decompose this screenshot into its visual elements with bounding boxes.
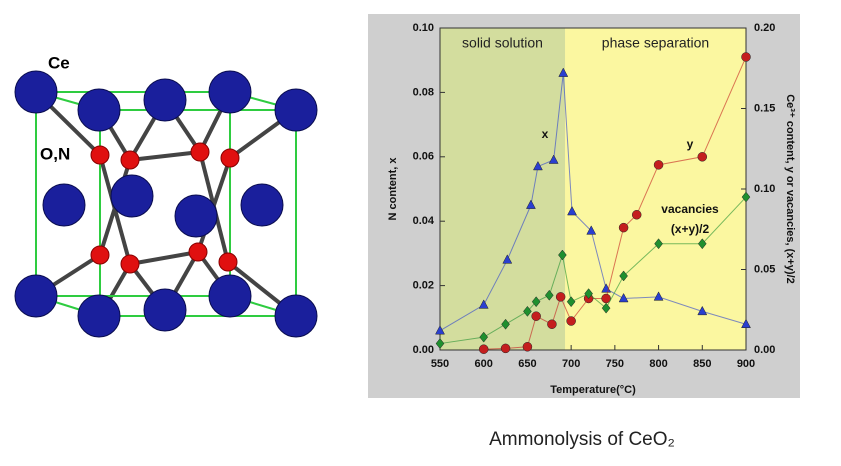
x-tick-label: 650 [518,358,536,370]
data-point [558,249,567,261]
data-point [435,325,445,335]
y2-axis-label: Ce³⁺ content, y or vacancies, (x+y)/2 [784,94,796,284]
data-point [533,160,543,171]
data-point [654,238,663,250]
data-point [601,302,611,314]
data-point [566,296,576,308]
y-tick-label: 0.00 [413,344,434,356]
data-point [523,305,532,317]
y-tick-label: 0.06 [413,151,434,163]
anions [90,142,240,274]
annotation: (x+y)/2 [671,222,710,236]
series-line [439,196,747,345]
data-point [500,343,511,354]
data-point [741,191,751,203]
data-point [741,318,751,328]
y-tick-label: 0.02 [413,280,434,292]
y2-tick-label: 0.20 [754,22,775,34]
data-point [435,338,445,349]
data-point [566,316,576,326]
structure-label: Ce [48,53,70,72]
data-point [697,152,708,162]
data-point [618,222,629,233]
y2-tick-label: 0.05 [754,263,775,275]
data-point [531,296,541,308]
data-point [567,206,577,216]
y2-tick-label: 0.10 [754,183,775,195]
y2-tick-label: 0.15 [754,102,775,114]
data-point [653,160,664,170]
series-line [483,56,747,350]
data-point [697,305,708,316]
x-tick-label: 750 [606,358,624,370]
structure-label: O,N [40,144,70,163]
data-point [479,331,489,343]
y-tick-label: 0.10 [413,22,434,34]
cations [14,70,318,338]
data-point [653,291,664,301]
annotation: vacancies [661,202,719,216]
data-point [478,299,489,309]
data-point [544,289,554,301]
x-tick-label: 700 [562,358,580,370]
data-point [547,319,557,329]
x-tick-label: 900 [737,358,755,370]
data-point [526,199,536,209]
crystal-structure: Ce O,N [14,53,318,338]
series-line [439,73,747,332]
data-point [502,254,513,264]
annotation: y [687,137,694,151]
x-tick-label: 600 [475,358,493,370]
data-point [531,311,541,321]
x-tick-label: 800 [649,358,667,370]
chart: solid solution phase separation 550 600 650 7… [387,22,796,396]
region [440,28,566,350]
data-point [501,318,510,330]
y-axis-label: N content, x [387,157,399,221]
y2-tick-label: 0.00 [754,344,775,356]
data-point [522,342,533,352]
data-point [478,344,489,354]
data-point [697,238,707,250]
y-tick-label: 0.04 [413,215,435,227]
data-point [586,225,597,235]
data-point [584,288,593,300]
region [565,28,746,350]
data-point [558,67,569,77]
region-label: solid solution [462,35,543,51]
data-point [618,292,629,303]
x-axis-label: Temperature(°C) [550,384,636,396]
y-tick-label: 0.08 [413,86,434,98]
data-point [548,154,559,164]
data-point [741,52,751,62]
data-point [631,210,642,220]
region-label: phase separation [602,35,709,51]
annotation: x [542,127,549,141]
caption: Ammonolysis of CeO₂ [489,429,675,450]
data-point [619,270,628,282]
data-point [555,292,566,302]
x-tick-label: 850 [693,358,711,370]
x-tick-label: 550 [431,358,449,370]
